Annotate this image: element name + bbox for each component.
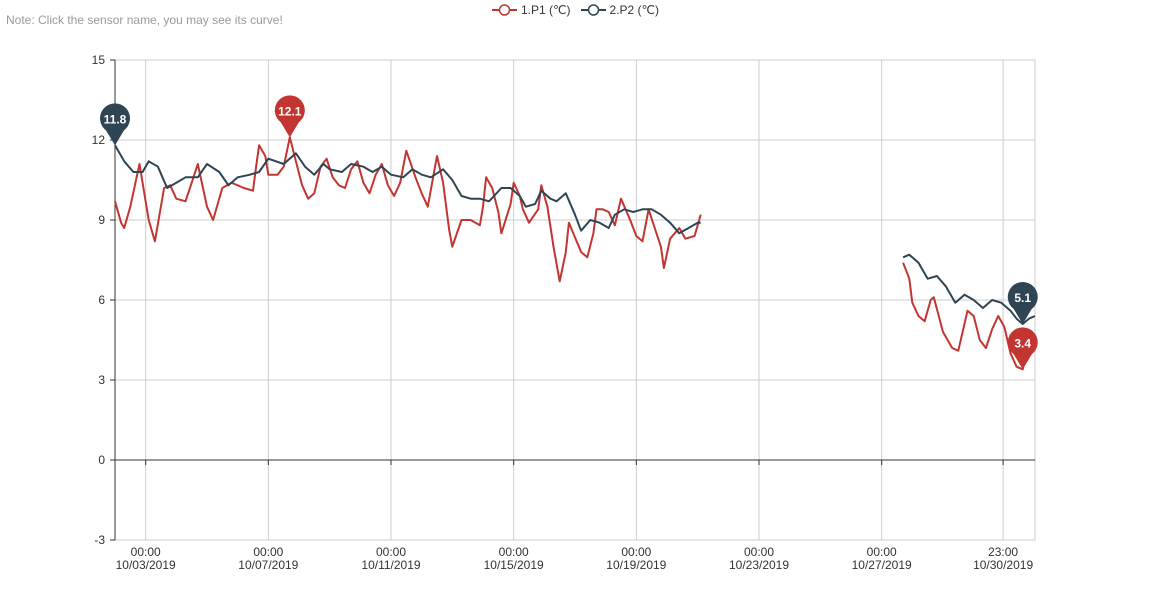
series-1-marker-pin: 12.1 [274,95,305,138]
marker-pin-shape [274,95,305,138]
x-tick-date: 10/19/2019 [606,558,666,572]
series-2-marker-pin: 11.8 [100,103,130,146]
x-tick-date: 10/27/2019 [852,558,912,572]
legend-item-p1[interactable]: 1.P1 (℃) [492,3,571,17]
x-tick-time: 00:00 [131,545,161,559]
legend-label-p1: 1.P1 (℃) [521,3,571,17]
marker-pin-shape [100,103,130,146]
x-tick-date: 10/15/2019 [484,558,544,572]
series-2-line [902,253,1036,325]
x-tick-date: 10/30/2019 [973,558,1033,572]
legend-label-p2: 2.P2 (℃) [609,3,660,17]
legend-line-circle-icon [580,4,606,16]
y-tick-label: -3 [94,533,105,547]
y-tick-label: 6 [98,293,105,307]
marker-pin-label: 12.1 [278,104,302,118]
series-1-line [114,136,702,283]
x-tick-time: 00:00 [253,545,283,559]
series-1-line [902,262,1035,371]
y-tick-label: 15 [92,53,106,67]
marker-pin-label: 3.4 [1014,336,1031,350]
x-tick-time: 00:00 [499,545,529,559]
x-tick-time: 00:00 [621,545,651,559]
x-tick-date: 10/23/2019 [729,558,789,572]
legend-item-p2[interactable]: 2.P2 (℃) [580,3,660,17]
grid [115,59,1036,541]
legend-line-circle-icon [492,4,517,16]
series-lines [114,136,1036,371]
marker-pin-shape [1007,327,1038,370]
marker-pin-shape [1007,281,1038,324]
series-2-line [114,144,701,235]
y-tick-label: 9 [98,213,105,227]
y-tick-label: 0 [98,453,105,467]
marker-pin-label: 5.1 [1014,291,1031,305]
x-tick-date: 10/03/2019 [116,558,176,572]
axes: -30369121500:0010/03/201900:0010/07/2019… [92,53,1035,572]
marker-pin-label: 11.8 [104,112,127,126]
x-tick-time: 00:00 [744,545,774,559]
note-text: Note: Click the sensor name, you may see… [6,13,283,27]
x-tick-date: 10/07/2019 [238,558,298,572]
x-tick-time: 00:00 [867,545,897,559]
x-tick-time: 23:00 [988,545,1018,559]
y-tick-label: 12 [92,133,106,147]
x-tick-date: 10/11/2019 [361,558,420,572]
series-1-marker-pin: 3.4 [1007,327,1038,370]
y-tick-label: 3 [98,373,105,387]
legend: 1.P1 (℃) 2.P2 (℃) [492,3,669,17]
series-2-marker-pin: 5.1 [1007,281,1038,324]
marker-pins: 12.1 3.4 11.8 5.1 [100,95,1038,370]
x-tick-time: 00:00 [376,545,406,559]
